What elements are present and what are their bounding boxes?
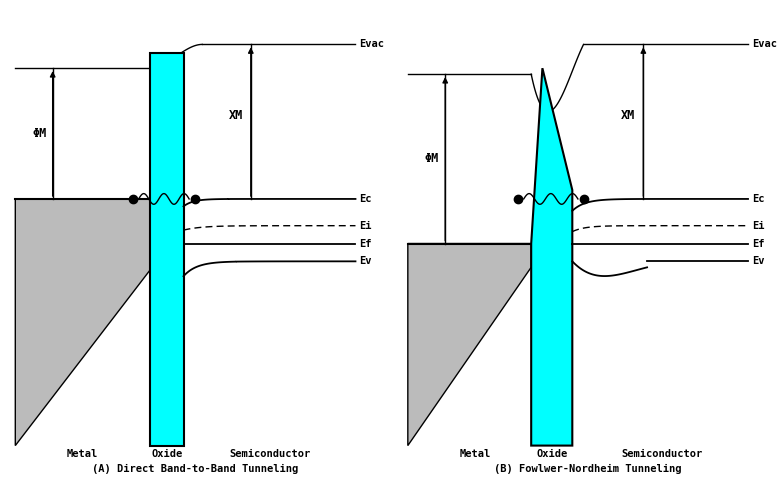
Text: Ei: Ei	[752, 220, 764, 231]
Text: Ev: Ev	[752, 256, 764, 267]
Text: Semiconductor: Semiconductor	[622, 449, 703, 460]
Text: Metal: Metal	[460, 449, 491, 460]
Text: XM: XM	[228, 109, 242, 122]
Polygon shape	[16, 199, 150, 445]
Text: Metal: Metal	[67, 449, 99, 460]
Text: ΦM: ΦM	[425, 152, 439, 165]
Text: Oxide: Oxide	[536, 449, 568, 460]
Text: Semiconductor: Semiconductor	[229, 449, 310, 460]
Text: Evac: Evac	[752, 39, 777, 49]
Text: ΦM: ΦM	[32, 127, 46, 140]
Text: Ec: Ec	[359, 194, 371, 204]
Text: XM: XM	[621, 109, 635, 122]
Text: Ef: Ef	[752, 239, 764, 248]
Text: (B) Fowlwer-Nordheim Tunneling: (B) Fowlwer-Nordheim Tunneling	[493, 465, 681, 474]
Text: Ef: Ef	[359, 239, 371, 248]
Text: Ev: Ev	[359, 256, 371, 267]
Text: Ec: Ec	[752, 194, 764, 204]
Bar	[150, 53, 184, 445]
Text: Oxide: Oxide	[151, 449, 182, 460]
Polygon shape	[408, 244, 531, 445]
Text: Evac: Evac	[359, 39, 384, 49]
Text: Ei: Ei	[359, 220, 371, 231]
Text: (A) Direct Band-to-Band Tunneling: (A) Direct Band-to-Band Tunneling	[91, 465, 298, 474]
Polygon shape	[531, 68, 572, 445]
